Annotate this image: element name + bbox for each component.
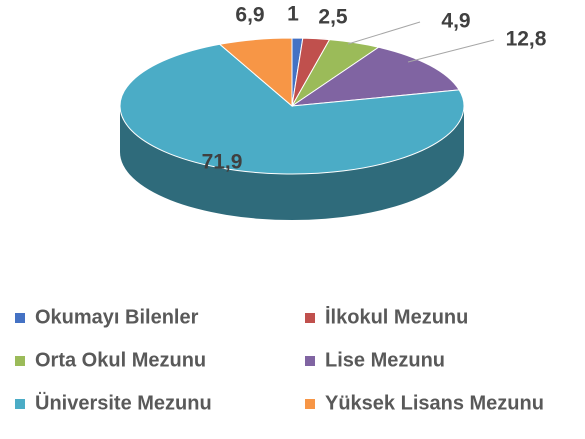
slice xyxy=(291,46,460,107)
legend-label: Yüksek Lisans Mezunu xyxy=(325,392,544,414)
slice-side xyxy=(120,106,464,220)
legend-swatch xyxy=(305,356,315,366)
slice xyxy=(119,43,465,175)
slice xyxy=(218,37,293,108)
data-label: 4,9 xyxy=(441,10,470,33)
data-label: 12,8 xyxy=(506,28,547,51)
leader-line xyxy=(407,39,495,63)
data-label: 2,5 xyxy=(318,6,348,29)
legend-swatch xyxy=(305,313,315,323)
legend-label: Okumayı Bilenler xyxy=(35,306,199,328)
legend-label: İlkokul Mezunu xyxy=(325,305,468,328)
legend-swatch xyxy=(15,313,25,323)
legend-swatch xyxy=(15,356,25,366)
legend-swatch xyxy=(15,399,25,409)
legend-label: Lise Mezunu xyxy=(325,349,445,371)
legend-label: Üniversite Mezunu xyxy=(35,391,212,414)
legend-label: Orta Okul Mezunu xyxy=(35,349,206,371)
leader-line xyxy=(347,21,421,45)
data-label: 6,9 xyxy=(235,4,264,27)
data-label: 1 xyxy=(287,3,299,26)
data-label: 71,9 xyxy=(202,151,243,174)
legend-swatch xyxy=(305,399,315,409)
